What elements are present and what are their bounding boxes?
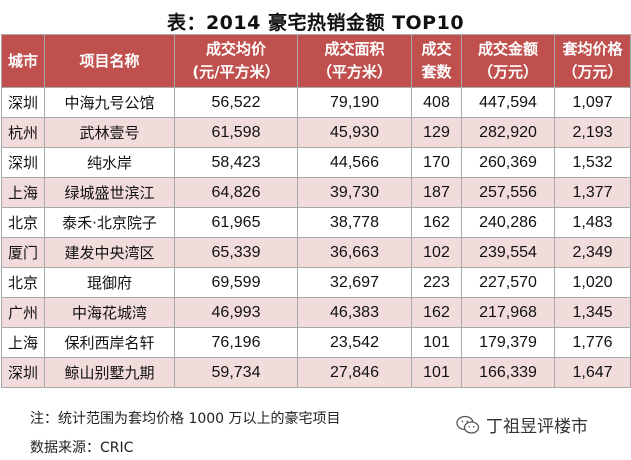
cell-area: 39,730 [297, 177, 412, 208]
cell-city: 上海 [1, 327, 45, 358]
cell-area: 45,930 [297, 117, 412, 148]
cell-unit-price: 1,345 [554, 297, 631, 328]
table-row: 上海 绿城盛世滨江 64,826 39,730 187 257,556 1,377 [1, 177, 631, 208]
cell-avg-price: 46,993 [174, 297, 298, 328]
cell-avg-price: 61,965 [174, 207, 298, 238]
cell-area: 36,663 [297, 237, 412, 268]
cell-area: 23,542 [297, 327, 412, 358]
table-row: 深圳 中海九号公馆 56,522 79,190 408 447,594 1,097 [1, 87, 631, 118]
cell-unit-price: 1,020 [554, 267, 631, 298]
cell-area: 79,190 [297, 87, 412, 118]
source-text: 数据来源：CRIC [30, 440, 134, 456]
table-row: 上海 保利西岸名轩 76,196 23,542 101 179,379 1,776 [1, 327, 631, 358]
cell-avg-price: 61,598 [174, 117, 298, 148]
cell-amount: 239,554 [461, 237, 555, 268]
cell-unit-price: 1,377 [554, 177, 631, 208]
cell-area: 32,697 [297, 267, 412, 298]
header-avg-price: 成交均价 (元/平方米） [174, 34, 298, 88]
cell-unit-price: 1,097 [554, 87, 631, 118]
cell-project-name: 鲸山别墅九期 [44, 357, 175, 388]
cell-avg-price: 56,522 [174, 87, 298, 118]
table-row: 北京 琨御府 69,599 32,697 223 227,570 1,020 [1, 267, 631, 298]
cell-project-name: 武林壹号 [44, 117, 175, 148]
cell-area: 44,566 [297, 147, 412, 178]
cell-units: 129 [411, 117, 462, 148]
cell-units: 102 [411, 237, 462, 268]
watermark-text: 丁祖昱评楼市 [486, 417, 588, 437]
header-project-name: 项目名称 [44, 34, 175, 88]
cell-project-name: 中海花城湾 [44, 297, 175, 328]
note-text: 注：统计范围为套均价格 1000 万以上的豪宅项目 [30, 411, 341, 427]
cell-city: 北京 [1, 207, 45, 238]
cell-city: 深圳 [1, 357, 45, 388]
cell-area: 46,383 [297, 297, 412, 328]
cell-project-name: 绿城盛世滨江 [44, 177, 175, 208]
cell-amount: 260,369 [461, 147, 555, 178]
cell-units: 101 [411, 327, 462, 358]
table-row: 深圳 鲸山别墅九期 59,734 27,846 101 166,339 1,647 [1, 357, 631, 388]
cell-city: 厦门 [1, 237, 45, 268]
cell-units: 408 [411, 87, 462, 118]
cell-city: 杭州 [1, 117, 45, 148]
table-body: 深圳 中海九号公馆 56,522 79,190 408 447,594 1,097 杭州 武林壹… [1, 87, 631, 388]
cell-unit-price: 1,483 [554, 207, 631, 238]
cell-city: 广州 [1, 297, 45, 328]
cell-amount: 257,556 [461, 177, 555, 208]
cell-units: 187 [411, 177, 462, 208]
cell-unit-price: 2,193 [554, 117, 631, 148]
table-row: 厦门 建发中央湾区 65,339 36,663 102 239,554 2,349 [1, 237, 631, 268]
cell-city: 深圳 [1, 87, 45, 118]
table-row: 北京 泰禾·北京院子 61,965 38,778 162 240,286 1,483 [1, 207, 631, 238]
cell-unit-price: 1,647 [554, 357, 631, 388]
cell-units: 223 [411, 267, 462, 298]
cell-project-name: 泰禾·北京院子 [44, 207, 175, 238]
cell-avg-price: 58,423 [174, 147, 298, 178]
cell-amount: 166,339 [461, 357, 555, 388]
cell-amount: 447,594 [461, 87, 555, 118]
cell-avg-price: 65,339 [174, 237, 298, 268]
cell-project-name: 建发中央湾区 [44, 237, 175, 268]
page-title: 表：2014 豪宅热销金额 TOP10 [166, 12, 465, 34]
cell-units: 170 [411, 147, 462, 178]
header-amount: 成交金额 （万元） [461, 34, 555, 88]
cell-amount: 240,286 [461, 207, 555, 238]
header-unit-price: 套均价格 （万元） [554, 34, 631, 88]
cell-avg-price: 59,734 [174, 357, 298, 388]
cell-amount: 217,968 [461, 297, 555, 328]
header-units: 成交 套数 [411, 34, 462, 88]
cell-avg-price: 76,196 [174, 327, 298, 358]
cell-project-name: 保利西岸名轩 [44, 327, 175, 358]
cell-units: 162 [411, 207, 462, 238]
wechat-icon [456, 415, 480, 434]
cell-unit-price: 1,776 [554, 327, 631, 358]
cell-city: 深圳 [1, 147, 45, 178]
cell-unit-price: 2,349 [554, 237, 631, 268]
cell-amount: 282,920 [461, 117, 555, 148]
table-row: 深圳 纯水岸 58,423 44,566 170 260,369 1,532 [1, 147, 631, 178]
cell-project-name: 中海九号公馆 [44, 87, 175, 118]
cell-unit-price: 1,532 [554, 147, 631, 178]
header-city: 城市 [1, 34, 45, 88]
cell-avg-price: 64,826 [174, 177, 298, 208]
cell-area: 27,846 [297, 357, 412, 388]
cell-area: 38,778 [297, 207, 412, 238]
cell-project-name: 琨御府 [44, 267, 175, 298]
table-row: 杭州 武林壹号 61,598 45,930 129 282,920 2,193 [1, 117, 631, 148]
cell-city: 上海 [1, 177, 45, 208]
table-row: 广州 中海花城湾 46,993 46,383 162 217,968 1,345 [1, 297, 631, 328]
watermark: 丁祖昱评楼市 [456, 412, 588, 437]
top10-table: 城市 项目名称 成交均价 (元/平方米） 成交面积 （平方米） 成交 套数 成交金额（… [1, 34, 631, 388]
cell-amount: 179,379 [461, 327, 555, 358]
cell-units: 162 [411, 297, 462, 328]
cell-avg-price: 69,599 [174, 267, 298, 298]
cell-amount: 227,570 [461, 267, 555, 298]
cell-units: 101 [411, 357, 462, 388]
cell-project-name: 纯水岸 [44, 147, 175, 178]
cell-city: 北京 [1, 267, 45, 298]
header-area: 成交面积 （平方米） [297, 34, 412, 88]
table-header-row: 城市 项目名称 成交均价 (元/平方米） 成交面积 （平方米） 成交 套数 成交金额（… [1, 34, 631, 88]
